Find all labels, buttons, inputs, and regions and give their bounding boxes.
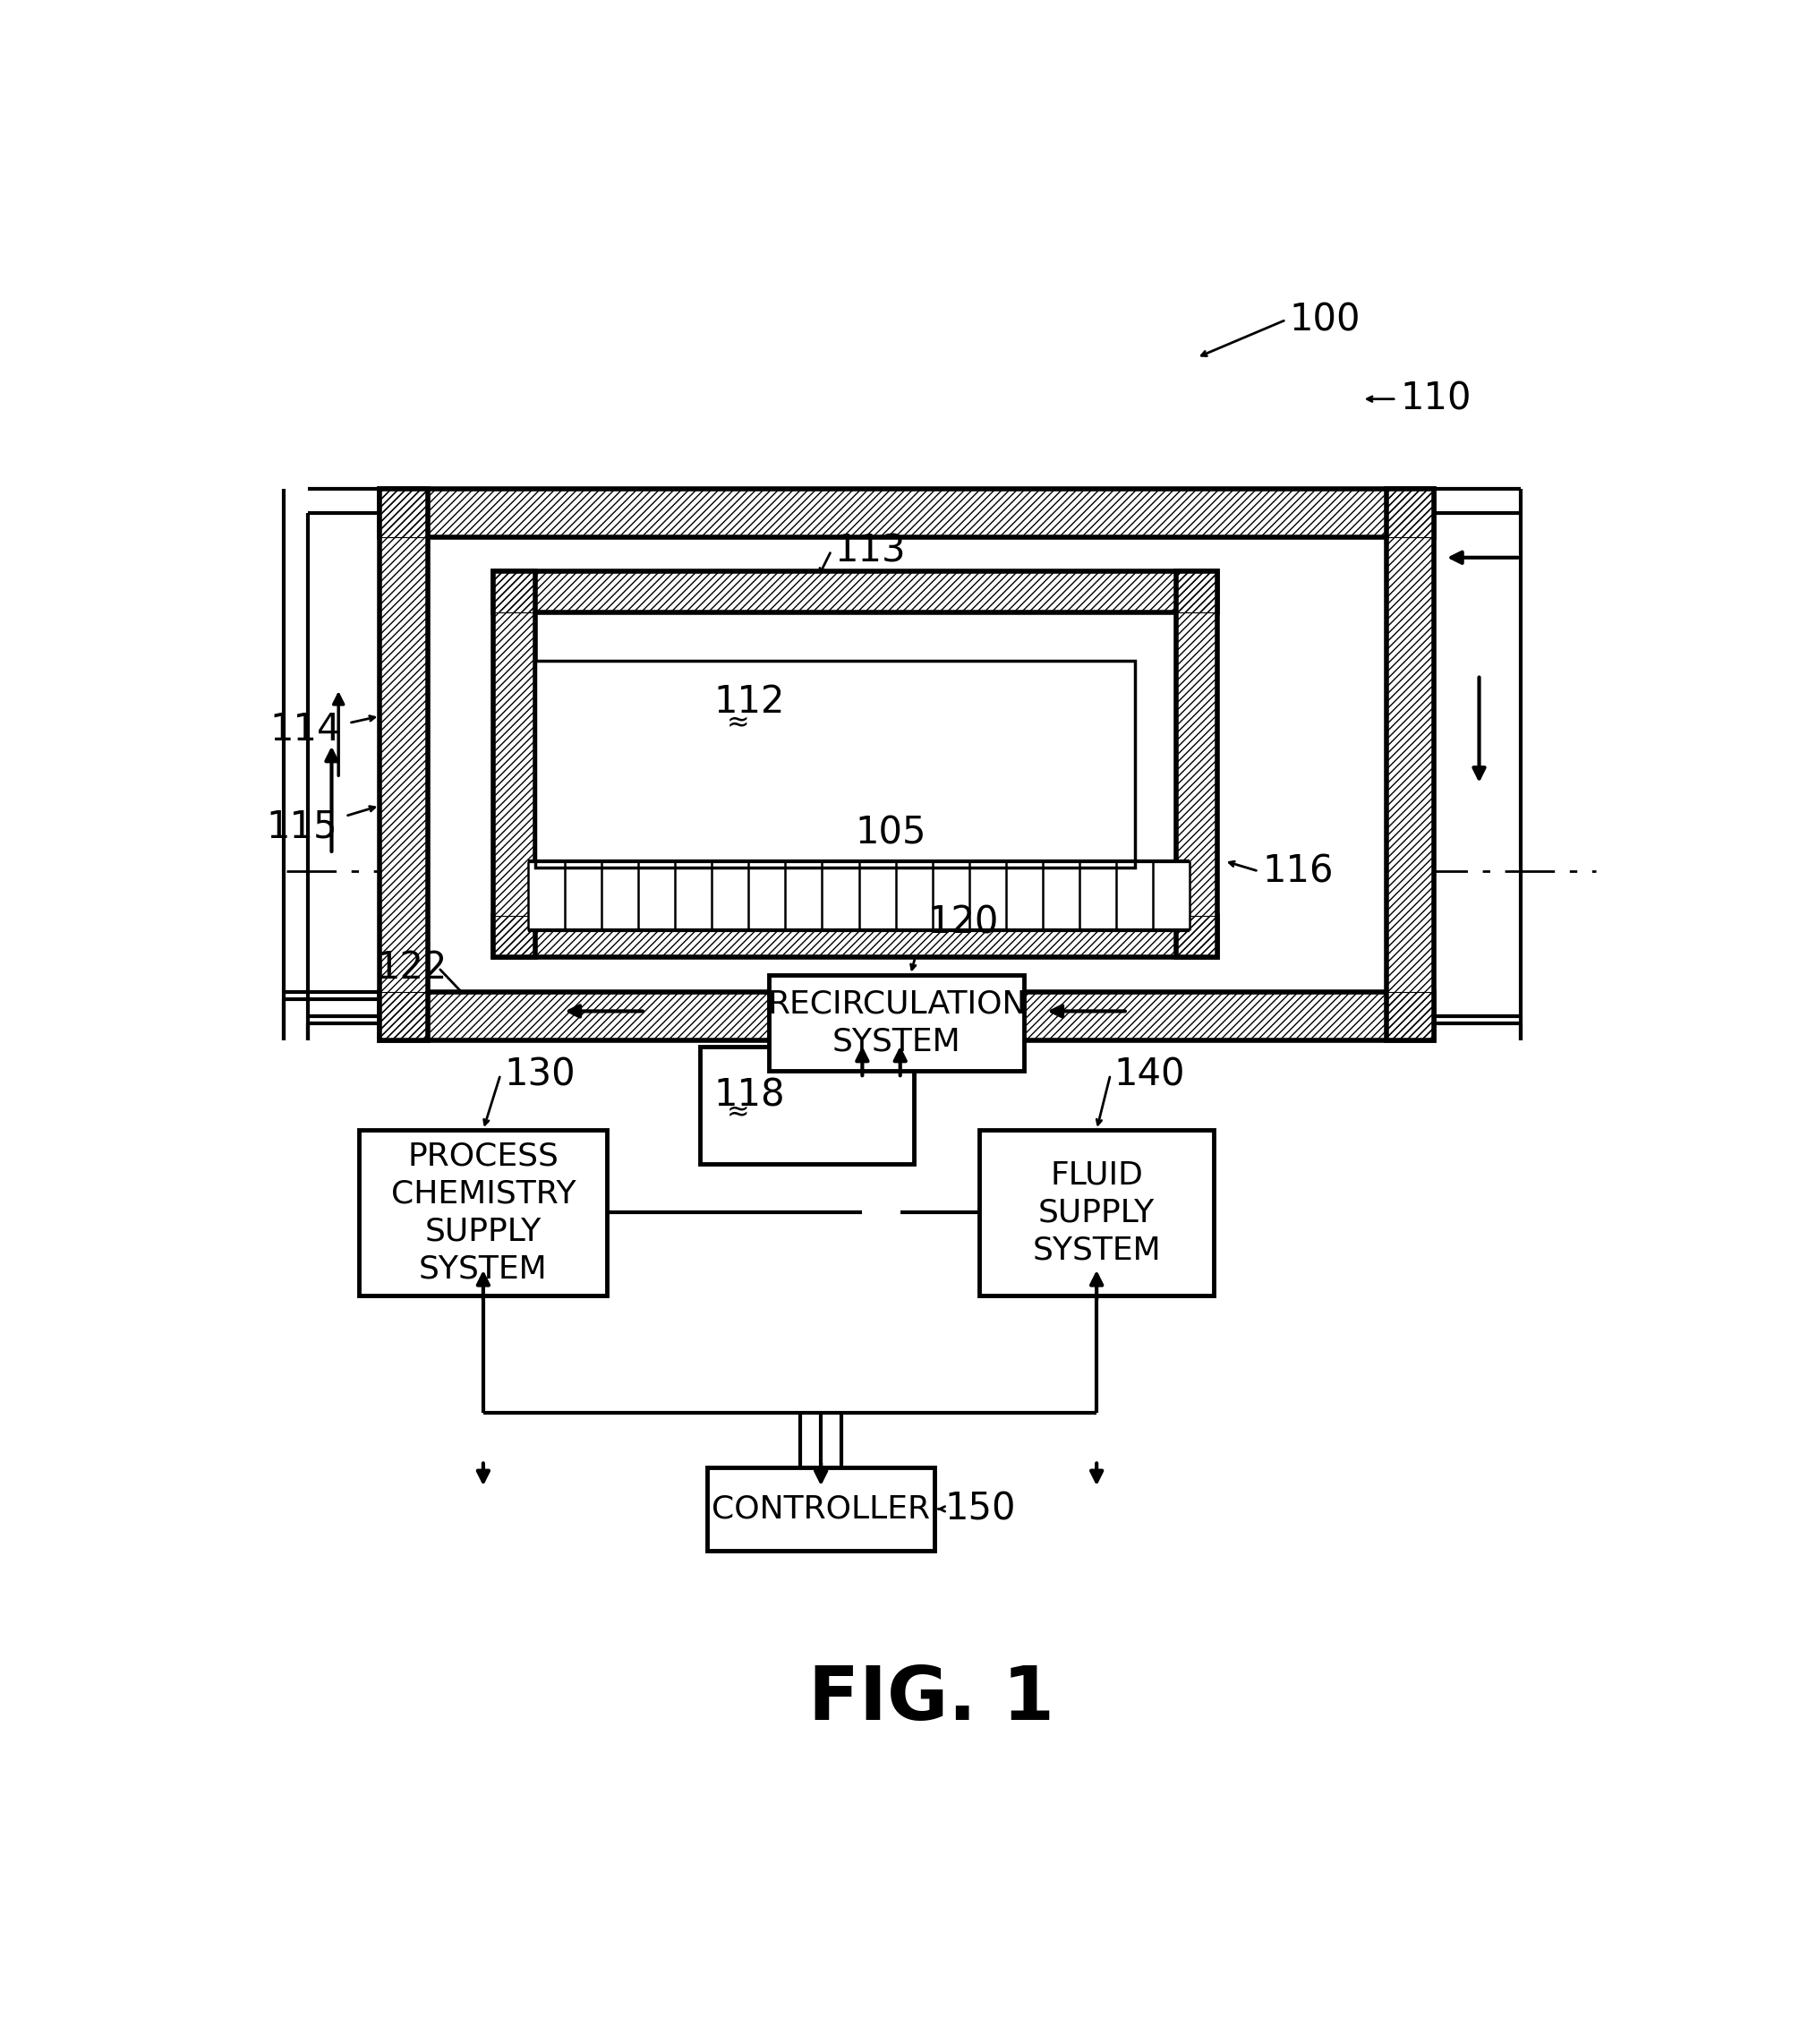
Bar (380, 489, 429, 1040)
Bar (1176, 572, 1217, 957)
Text: 110: 110 (1399, 380, 1472, 417)
Text: 112: 112 (714, 683, 785, 722)
Bar (529, 861, 1190, 930)
Bar (1386, 489, 1434, 1040)
Text: 130: 130 (503, 1057, 576, 1094)
Text: FLUID
SUPPLY
SYSTEM: FLUID SUPPLY SYSTEM (1032, 1159, 1161, 1265)
Bar (979, 1130, 1214, 1296)
Text: 105: 105 (856, 814, 927, 852)
Text: 116: 116 (1263, 852, 1334, 889)
Bar (707, 1468, 934, 1549)
Text: FIG. 1: FIG. 1 (809, 1662, 1054, 1735)
Bar (534, 660, 1134, 869)
Text: CONTROLLER: CONTROLLER (712, 1494, 930, 1525)
Text: 113: 113 (834, 531, 907, 570)
Bar (380, 991, 1434, 1040)
Bar (1176, 572, 1217, 957)
Text: 150: 150 (945, 1490, 1016, 1527)
Bar (494, 572, 534, 957)
Bar (494, 916, 1217, 957)
Bar (494, 916, 1217, 957)
Bar (494, 572, 1217, 613)
Text: ≈: ≈ (727, 709, 749, 736)
Bar (494, 572, 534, 957)
Text: 120: 120 (928, 903, 999, 942)
Text: 118: 118 (714, 1077, 785, 1114)
Bar (1386, 489, 1434, 1040)
Bar (700, 1047, 914, 1165)
Text: 114: 114 (269, 711, 342, 748)
Bar (429, 538, 1386, 991)
Bar (769, 975, 1025, 1071)
Text: RECIRCULATION
SYSTEM: RECIRCULATION SYSTEM (767, 989, 1027, 1057)
Text: ≈: ≈ (727, 1100, 749, 1126)
Bar (534, 613, 1176, 916)
Bar (360, 1130, 607, 1296)
Bar (380, 489, 1434, 538)
Text: 140: 140 (1114, 1057, 1185, 1094)
Bar (494, 572, 1217, 613)
Bar (380, 991, 1434, 1040)
Text: 122: 122 (376, 948, 447, 987)
Bar (380, 489, 1434, 538)
Text: 100: 100 (1290, 300, 1361, 339)
Bar (380, 489, 429, 1040)
Text: PROCESS
CHEMISTRY
SUPPLY
SYSTEM: PROCESS CHEMISTRY SUPPLY SYSTEM (391, 1141, 576, 1284)
Text: 115: 115 (265, 807, 338, 846)
